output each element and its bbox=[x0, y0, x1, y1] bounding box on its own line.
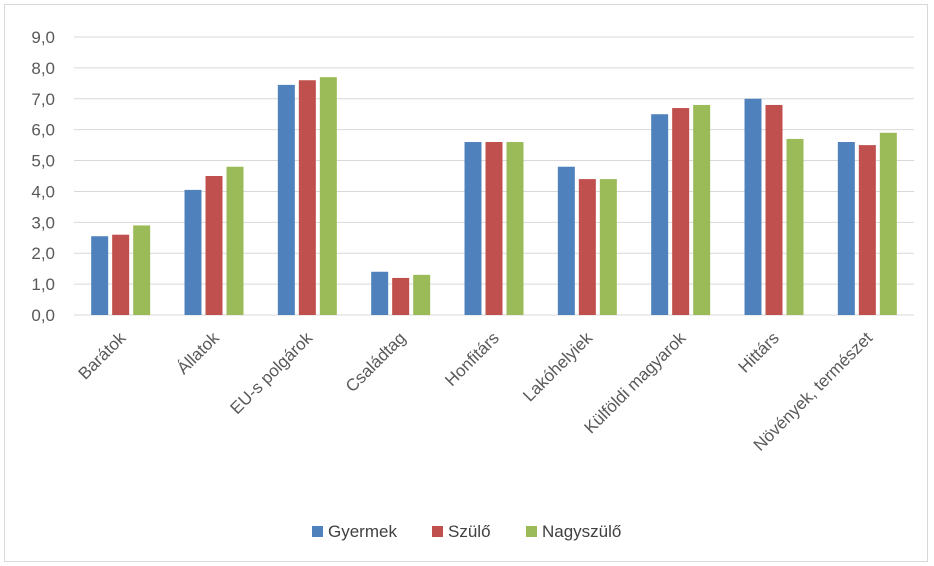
bar-szülő bbox=[858, 145, 876, 315]
x-category-label: Állatok bbox=[173, 328, 223, 378]
y-tick-label: 2,0 bbox=[31, 244, 55, 263]
legend-label: Nagyszülő bbox=[542, 522, 621, 541]
bar-nagyszülő bbox=[693, 104, 711, 315]
bar-szülő bbox=[298, 80, 316, 315]
bar-nagyszülő bbox=[133, 225, 151, 315]
bars bbox=[91, 77, 897, 316]
bar-szülő bbox=[392, 277, 410, 315]
bar-gyermek bbox=[744, 98, 762, 316]
legend-swatch bbox=[432, 526, 443, 537]
bar-nagyszülő bbox=[226, 166, 244, 315]
y-tick-label: 3,0 bbox=[31, 213, 55, 232]
y-tick-label: 6,0 bbox=[31, 121, 55, 140]
x-category-label: Lakóhelyiek bbox=[519, 328, 596, 405]
bar-szülő bbox=[112, 234, 130, 315]
y-axis: 0,0 1,0 2,0 3,0 4,0 5,0 6,0 7,0 8,0 9,0 bbox=[31, 28, 55, 325]
bar-nagyszülő bbox=[413, 274, 431, 315]
x-category-label: Külföldi magyarok bbox=[581, 328, 690, 437]
bar-szülő bbox=[485, 142, 503, 315]
bar-nagyszülő bbox=[599, 179, 617, 315]
y-tick-label: 7,0 bbox=[31, 90, 55, 109]
x-category-label: EU-s polgárok bbox=[227, 328, 317, 418]
y-tick-label: 4,0 bbox=[31, 182, 55, 201]
bar-gyermek bbox=[371, 271, 389, 315]
bar-gyermek bbox=[837, 142, 855, 315]
y-tick-label: 1,0 bbox=[31, 275, 55, 294]
bar-gyermek bbox=[91, 236, 109, 315]
y-tick-label: 5,0 bbox=[31, 152, 55, 171]
bar-szülő bbox=[205, 176, 223, 315]
legend: Gyermek Szülő Nagyszülő bbox=[312, 522, 621, 541]
bar-gyermek bbox=[651, 114, 669, 315]
bar-nagyszülő bbox=[879, 132, 897, 315]
x-category-label: Családtag bbox=[342, 328, 410, 396]
x-axis: Barátok Állatok EU-s polgárok Családtag Honf… bbox=[75, 328, 877, 455]
legend-swatch bbox=[526, 526, 537, 537]
bar-szülő bbox=[578, 179, 596, 315]
bar-szülő bbox=[765, 104, 783, 315]
y-tick-label: 9,0 bbox=[31, 28, 55, 47]
legend-label: Gyermek bbox=[328, 522, 397, 541]
bar-gyermek bbox=[277, 84, 295, 315]
x-category-label: Honfitárs bbox=[441, 328, 503, 390]
legend-swatch bbox=[312, 526, 323, 537]
y-tick-label: 8,0 bbox=[31, 59, 55, 78]
bar-nagyszülő bbox=[319, 77, 337, 316]
bar-gyermek bbox=[184, 189, 202, 315]
legend-label: Szülő bbox=[448, 522, 491, 541]
bar-szülő bbox=[672, 108, 690, 316]
bar-gyermek bbox=[557, 166, 575, 315]
bar-gyermek bbox=[464, 142, 482, 315]
x-category-label: Hittárs bbox=[735, 328, 783, 376]
y-tick-label: 0,0 bbox=[31, 306, 55, 325]
bar-nagyszülő bbox=[506, 142, 524, 315]
bar-nagyszülő bbox=[786, 138, 804, 315]
x-category-label: Barátok bbox=[75, 328, 130, 383]
